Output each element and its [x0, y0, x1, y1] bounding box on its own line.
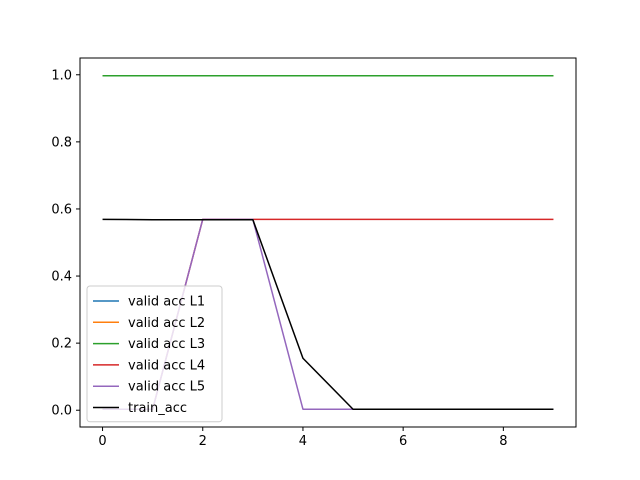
x-tick-label: 4	[299, 434, 307, 449]
legend: valid acc L1 valid acc L2 valid acc L3 vali…	[86, 285, 223, 423]
legend-label: valid acc L5	[128, 380, 205, 395]
x-tick-label: 2	[199, 434, 207, 449]
legend-label: valid acc L4	[128, 358, 205, 373]
y-tick-label: 0.6	[51, 202, 72, 217]
axes-frame	[79, 57, 577, 428]
y-tick-label: 0.8	[51, 135, 72, 150]
legend-box	[86, 285, 223, 423]
y-axis: 0.0 0.2 0.4 0.6 0.8 1.0	[51, 68, 80, 419]
y-tick-label: 0.4	[51, 270, 72, 285]
x-tick-label: 0	[98, 434, 106, 449]
y-tick-label: 0.0	[51, 404, 72, 419]
legend-label: valid acc L2	[128, 316, 205, 331]
legend-label: valid acc L1	[128, 295, 205, 310]
series-line-6	[102, 218, 554, 410]
x-axis: 0 2 4 6 8	[98, 427, 507, 449]
legend-label: valid acc L3	[128, 337, 205, 352]
y-tick-label: 0.2	[51, 337, 72, 352]
x-tick-label: 6	[399, 434, 407, 449]
x-tick-label: 8	[499, 434, 507, 449]
y-tick-label: 1.0	[51, 68, 72, 83]
legend-label: train_acc	[128, 401, 187, 416]
